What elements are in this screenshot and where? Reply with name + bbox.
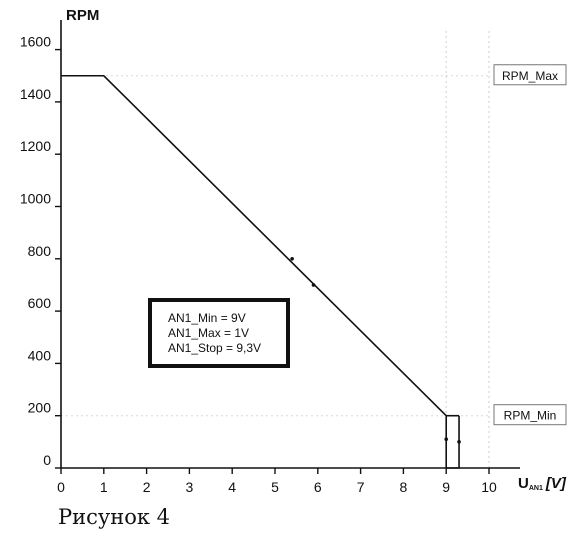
x-tick-label: 1 <box>100 479 108 495</box>
x-tick-label: 5 <box>271 479 279 495</box>
x-tick-label: 4 <box>228 479 236 495</box>
x-tick-label: 9 <box>442 479 450 495</box>
parameter-box-frame <box>148 298 290 368</box>
param-an1-max: AN1_Max = 1V <box>168 326 249 340</box>
y-tick-label: 1200 <box>20 138 51 154</box>
data-point-2 <box>444 437 449 442</box>
rpm-voltage-chart: 0 1 2 3 4 5 6 7 8 9 10 0 200 400 600 800 1000 1200 1400 16… <box>20 7 567 495</box>
x-tick-label: 3 <box>186 479 194 495</box>
data-point-1 <box>311 283 316 287</box>
y-tick-label: 1600 <box>20 34 51 50</box>
y-tick-label: 600 <box>28 295 52 311</box>
x-tick-label: 7 <box>357 479 365 495</box>
x-tick-label: 0 <box>57 479 65 495</box>
rpm-max-label: RPM_Max <box>502 69 558 83</box>
x-axis-title: UAN1 [V] <box>518 475 567 492</box>
param-an1-min: AN1_Min = 9V <box>168 311 246 325</box>
y-tick-label: 800 <box>28 243 52 259</box>
y-axis-title: RPM <box>66 7 99 24</box>
x-tick-label: 2 <box>143 479 151 495</box>
reference-labels: RPM_Max RPM_Min <box>493 64 567 426</box>
guide-lines <box>61 30 490 468</box>
rpm-min-label-box <box>493 404 567 426</box>
rpm-min-label: RPM_Min <box>504 409 557 423</box>
rpm-max-label-box <box>493 64 567 86</box>
series-group <box>61 74 461 469</box>
y-ticks: 0 200 400 600 800 1000 1200 1400 1600 <box>20 34 61 469</box>
y-tick-label: 0 <box>43 452 51 468</box>
y-tick-label: 1400 <box>20 86 51 102</box>
parameter-box: AN1_Min = 9V AN1_Max = 1V AN1_Stop = 9,3… <box>148 298 290 368</box>
x-ticks: 0 1 2 3 4 5 6 7 8 9 10 <box>57 468 497 495</box>
data-point-3 <box>457 440 461 444</box>
x-tick-label: 6 <box>314 479 322 495</box>
param-an1-stop: AN1_Stop = 9,3V <box>168 341 261 355</box>
data-point-0 <box>290 257 294 261</box>
x-tick-label: 8 <box>400 479 408 495</box>
y-tick-label: 1000 <box>20 191 51 207</box>
figure-caption: Рисунок 4 <box>58 505 171 529</box>
series-line-0 <box>61 74 460 469</box>
y-tick-label: 200 <box>28 400 52 416</box>
y-tick-label: 400 <box>28 347 52 363</box>
x-tick-label: 10 <box>481 479 497 495</box>
